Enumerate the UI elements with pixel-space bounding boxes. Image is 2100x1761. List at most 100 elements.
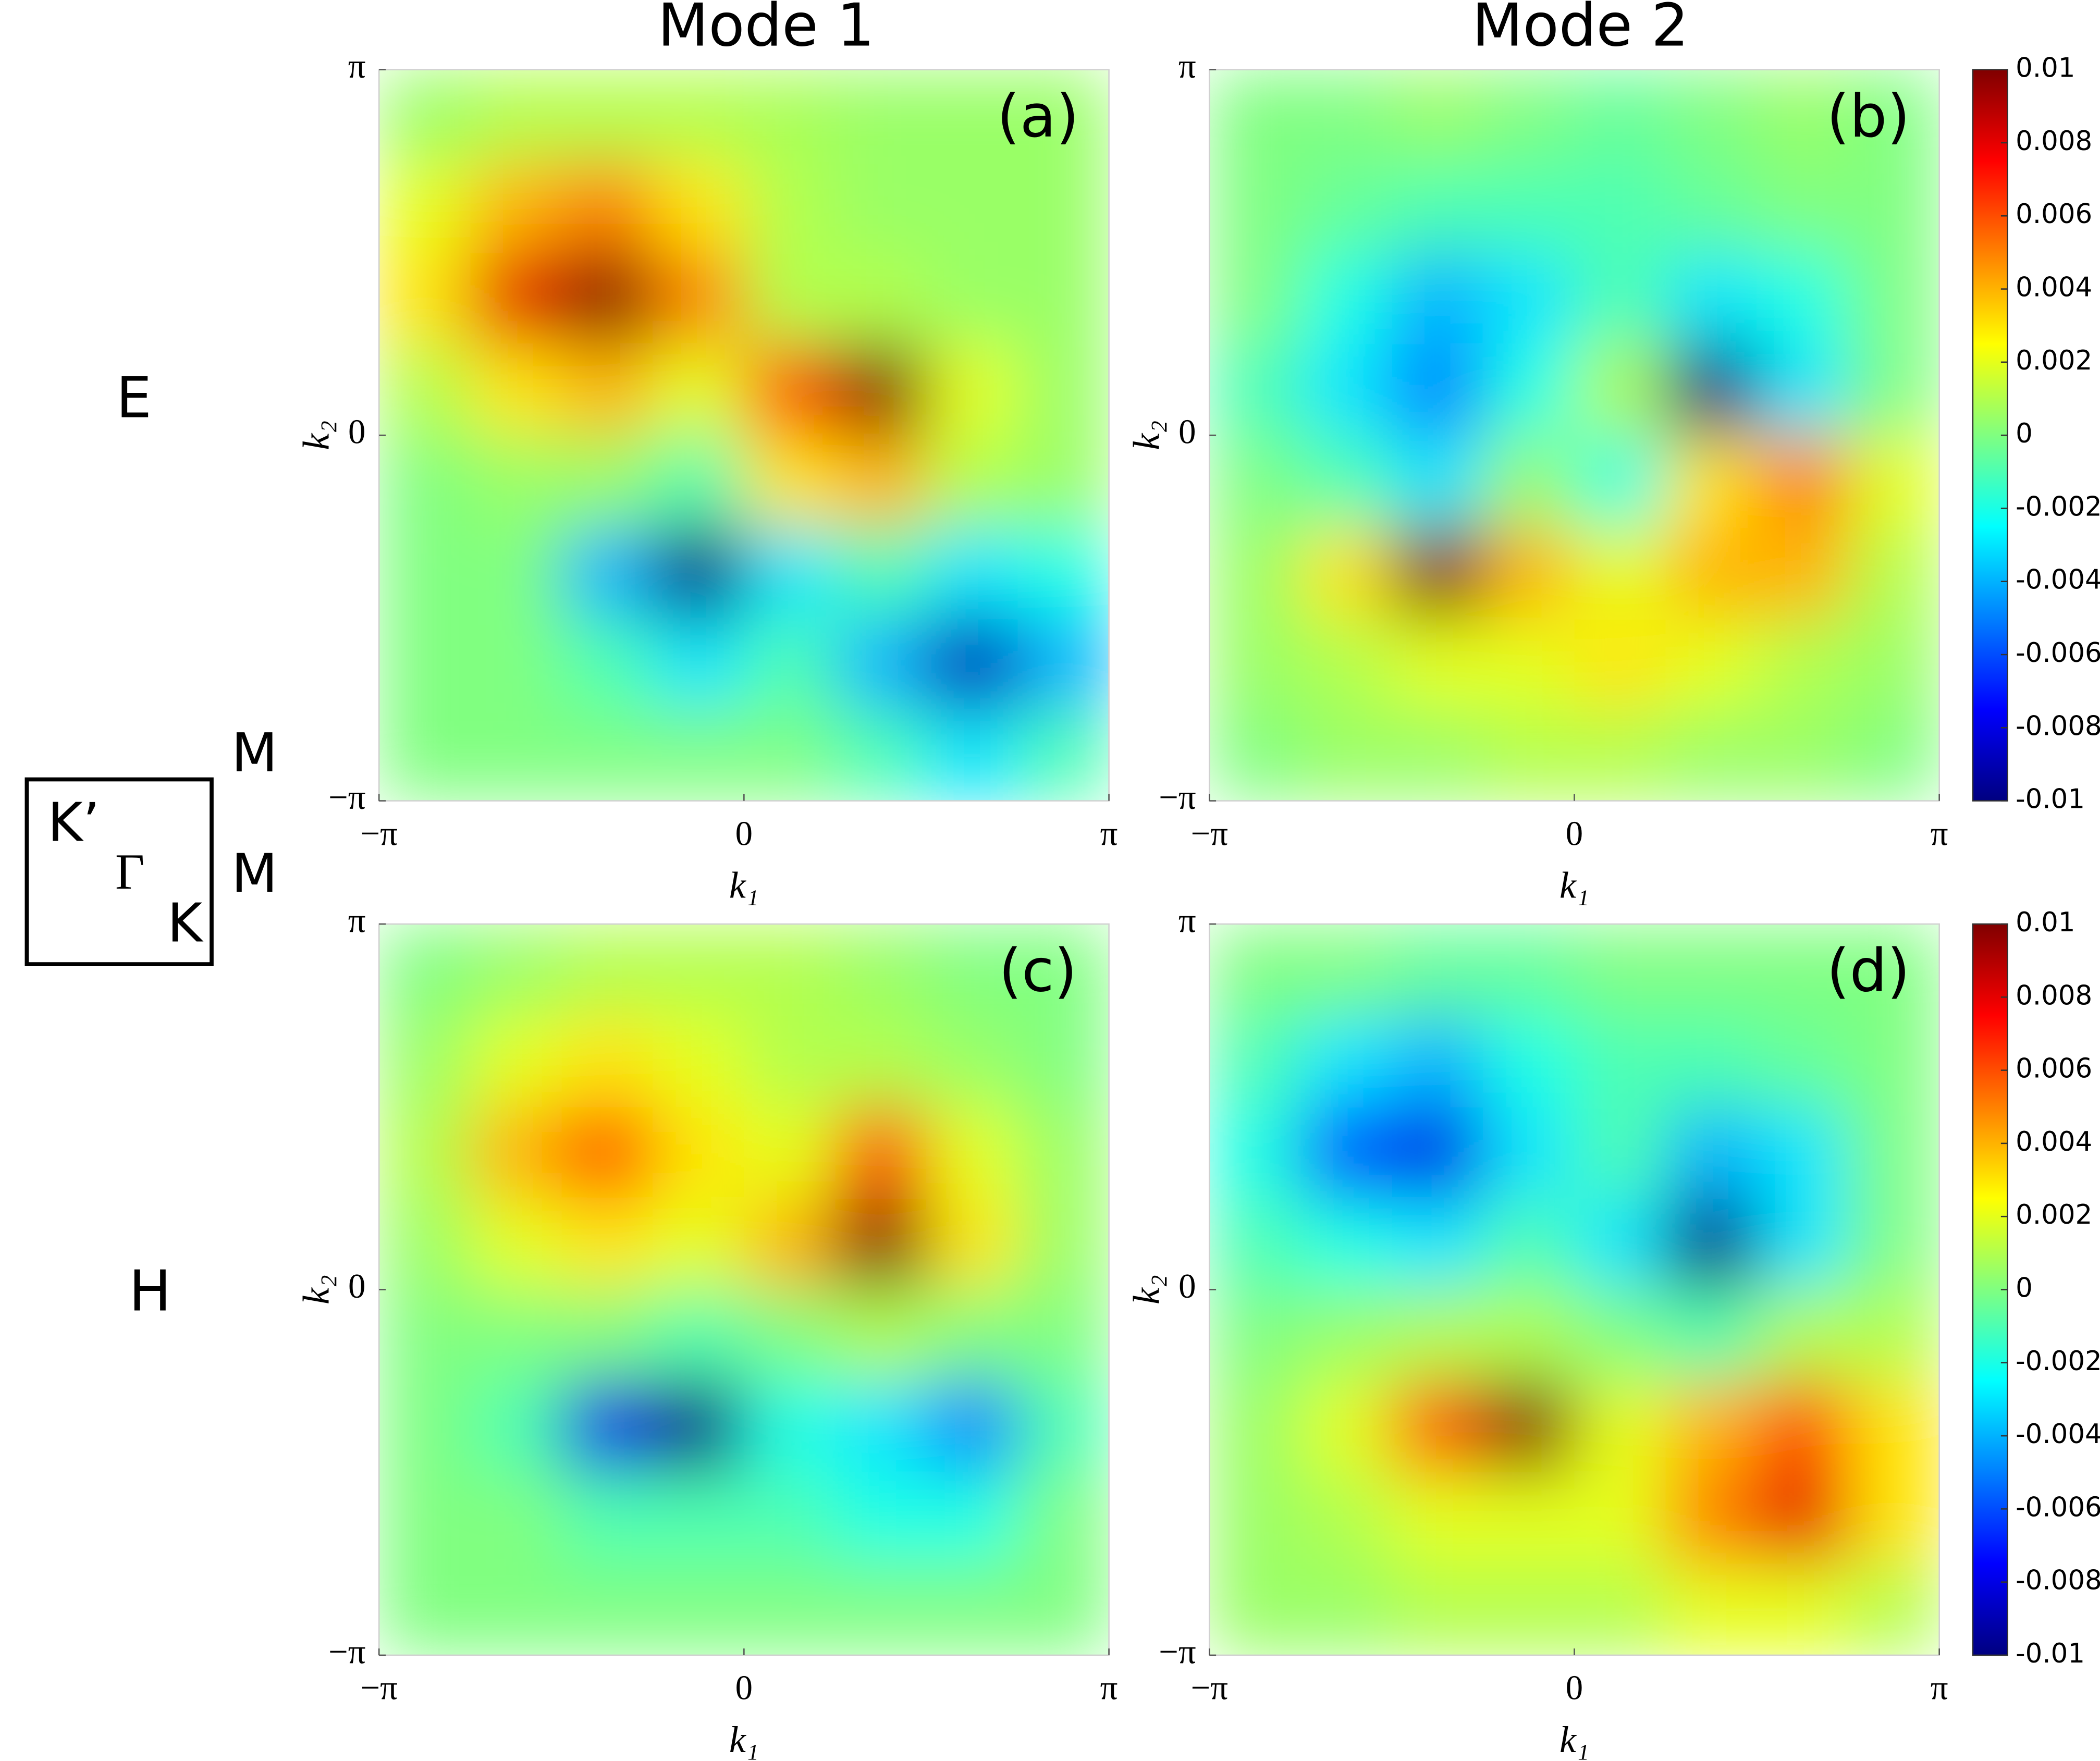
heatmap-cell — [1665, 1106, 1758, 1199]
heatmap-cell — [744, 343, 836, 436]
heatmap-cell — [1017, 709, 1110, 802]
heatmap-cell — [1017, 1015, 1110, 1108]
heatmap-cell — [835, 526, 928, 619]
heatmap-cell — [1574, 924, 1667, 1016]
heatmap-cell — [561, 1563, 654, 1656]
heatmap-cell — [1848, 1381, 1941, 1473]
heatmap-cell — [835, 252, 928, 345]
row-label: H — [129, 1259, 171, 1324]
heatmap-cell — [1848, 435, 1941, 528]
heatmap-cell — [744, 435, 836, 528]
heatmap-cell — [470, 343, 562, 436]
heatmap-cell — [561, 343, 654, 436]
heatmap-cell — [1757, 1289, 1849, 1382]
heatmap-cell — [653, 1106, 745, 1199]
y-tick-label: π — [1178, 47, 1196, 85]
heatmap-cell — [1209, 161, 1301, 253]
heatmap-cell — [1209, 343, 1301, 436]
heatmap-cell — [379, 1381, 471, 1473]
panel-label: (d) — [1826, 936, 1910, 1005]
heatmap-cell — [1665, 526, 1758, 619]
heatmap-cell — [1483, 69, 1576, 162]
heatmap-cell — [1757, 1472, 1849, 1565]
heatmap-cell — [835, 1015, 928, 1108]
heatmap-cell — [379, 69, 471, 162]
heatmap-cell — [653, 1015, 745, 1108]
heatmap-cell — [1574, 1381, 1667, 1473]
heatmap-cell — [1665, 1563, 1758, 1656]
heatmap-cell — [926, 1381, 1019, 1473]
heatmap-cell — [653, 924, 745, 1016]
heatmap-cell — [470, 161, 562, 253]
heatmap-cell — [561, 924, 654, 1016]
heatmap-cell — [1665, 924, 1758, 1016]
legend-box-label: K — [167, 892, 204, 954]
colorbar-tick-label: 0.002 — [2016, 345, 2092, 376]
x-tick-label: −π — [360, 1669, 397, 1707]
heatmap-cell — [1848, 1198, 1941, 1291]
heatmap-cell — [1017, 924, 1110, 1016]
heatmap-cell — [561, 69, 654, 162]
heatmap-cell — [1300, 69, 1393, 162]
heatmap-cell — [1300, 161, 1393, 253]
heatmap-cell — [1848, 1015, 1941, 1108]
heatmap-cell — [835, 1381, 928, 1473]
heatmap-cell — [1757, 924, 1849, 1016]
heatmap-cell — [1209, 526, 1301, 619]
heatmap-cell — [1574, 435, 1667, 528]
heatmap-cell — [1392, 709, 1484, 802]
heatmap-cell — [926, 1563, 1019, 1656]
heatmap-cell — [1757, 69, 1849, 162]
heatmap-cell — [1757, 252, 1849, 345]
heatmap-cell — [561, 1106, 654, 1199]
legend-box-side-label: M — [231, 722, 278, 784]
heatmap-cell — [1574, 618, 1667, 710]
heatmap-cell — [1574, 1289, 1667, 1382]
heatmap-cell — [1574, 1015, 1667, 1108]
heatmap-cell — [1574, 1563, 1667, 1656]
heatmap-cell — [653, 618, 745, 710]
heatmap-cell — [744, 252, 836, 345]
heatmap-cell — [744, 1106, 836, 1199]
heatmap-cell — [1300, 618, 1393, 710]
heatmap-cell — [1300, 435, 1393, 528]
heatmap-cell — [1300, 1381, 1393, 1473]
heatmap-cell — [1209, 1015, 1301, 1108]
heatmap-cell — [1209, 709, 1301, 802]
heatmap-cell — [561, 1289, 654, 1382]
heatmap-cell — [1017, 1106, 1110, 1199]
heatmap-cell — [926, 1289, 1019, 1382]
heatmap-cell — [926, 1472, 1019, 1565]
heatmap-cell — [1209, 435, 1301, 528]
heatmap-cell — [1848, 526, 1941, 619]
heatmap-cell — [744, 1472, 836, 1565]
heatmap-cell — [1848, 709, 1941, 802]
y-tick-label: −π — [1159, 778, 1196, 817]
heatmap-cell — [561, 1381, 654, 1473]
heatmap-cell — [1017, 1563, 1110, 1656]
heatmap-cell — [1848, 618, 1941, 710]
heatmap-cell — [1757, 161, 1849, 253]
heatmap-cell — [1574, 1198, 1667, 1291]
heatmap-cell — [561, 435, 654, 528]
heatmap-cell — [1665, 709, 1758, 802]
heatmap-cell — [1665, 69, 1758, 162]
heatmap-cell — [1574, 1106, 1667, 1199]
y-axis-label: k₂ — [296, 421, 337, 450]
heatmap-cell — [1392, 1289, 1484, 1382]
heatmap-cell — [470, 709, 562, 802]
heatmap-cell — [1392, 526, 1484, 619]
heatmap-cell — [926, 69, 1019, 162]
heatmap-cell — [1300, 1472, 1393, 1565]
heatmap-cell — [470, 1015, 562, 1108]
heatmap-cell — [1848, 1563, 1941, 1656]
heatmap-cell — [653, 435, 745, 528]
x-tick-label: −π — [1191, 1669, 1228, 1707]
heatmap-cell — [379, 343, 471, 436]
heatmap-cell — [1017, 343, 1110, 436]
colorbar-tick-label: 0.006 — [2016, 1053, 2092, 1085]
heatmap-cell — [1665, 1015, 1758, 1108]
heatmap-cell — [1209, 924, 1301, 1016]
heatmap-cell — [1300, 526, 1393, 619]
colorbar-tick-label: -0.004 — [2016, 1419, 2100, 1450]
